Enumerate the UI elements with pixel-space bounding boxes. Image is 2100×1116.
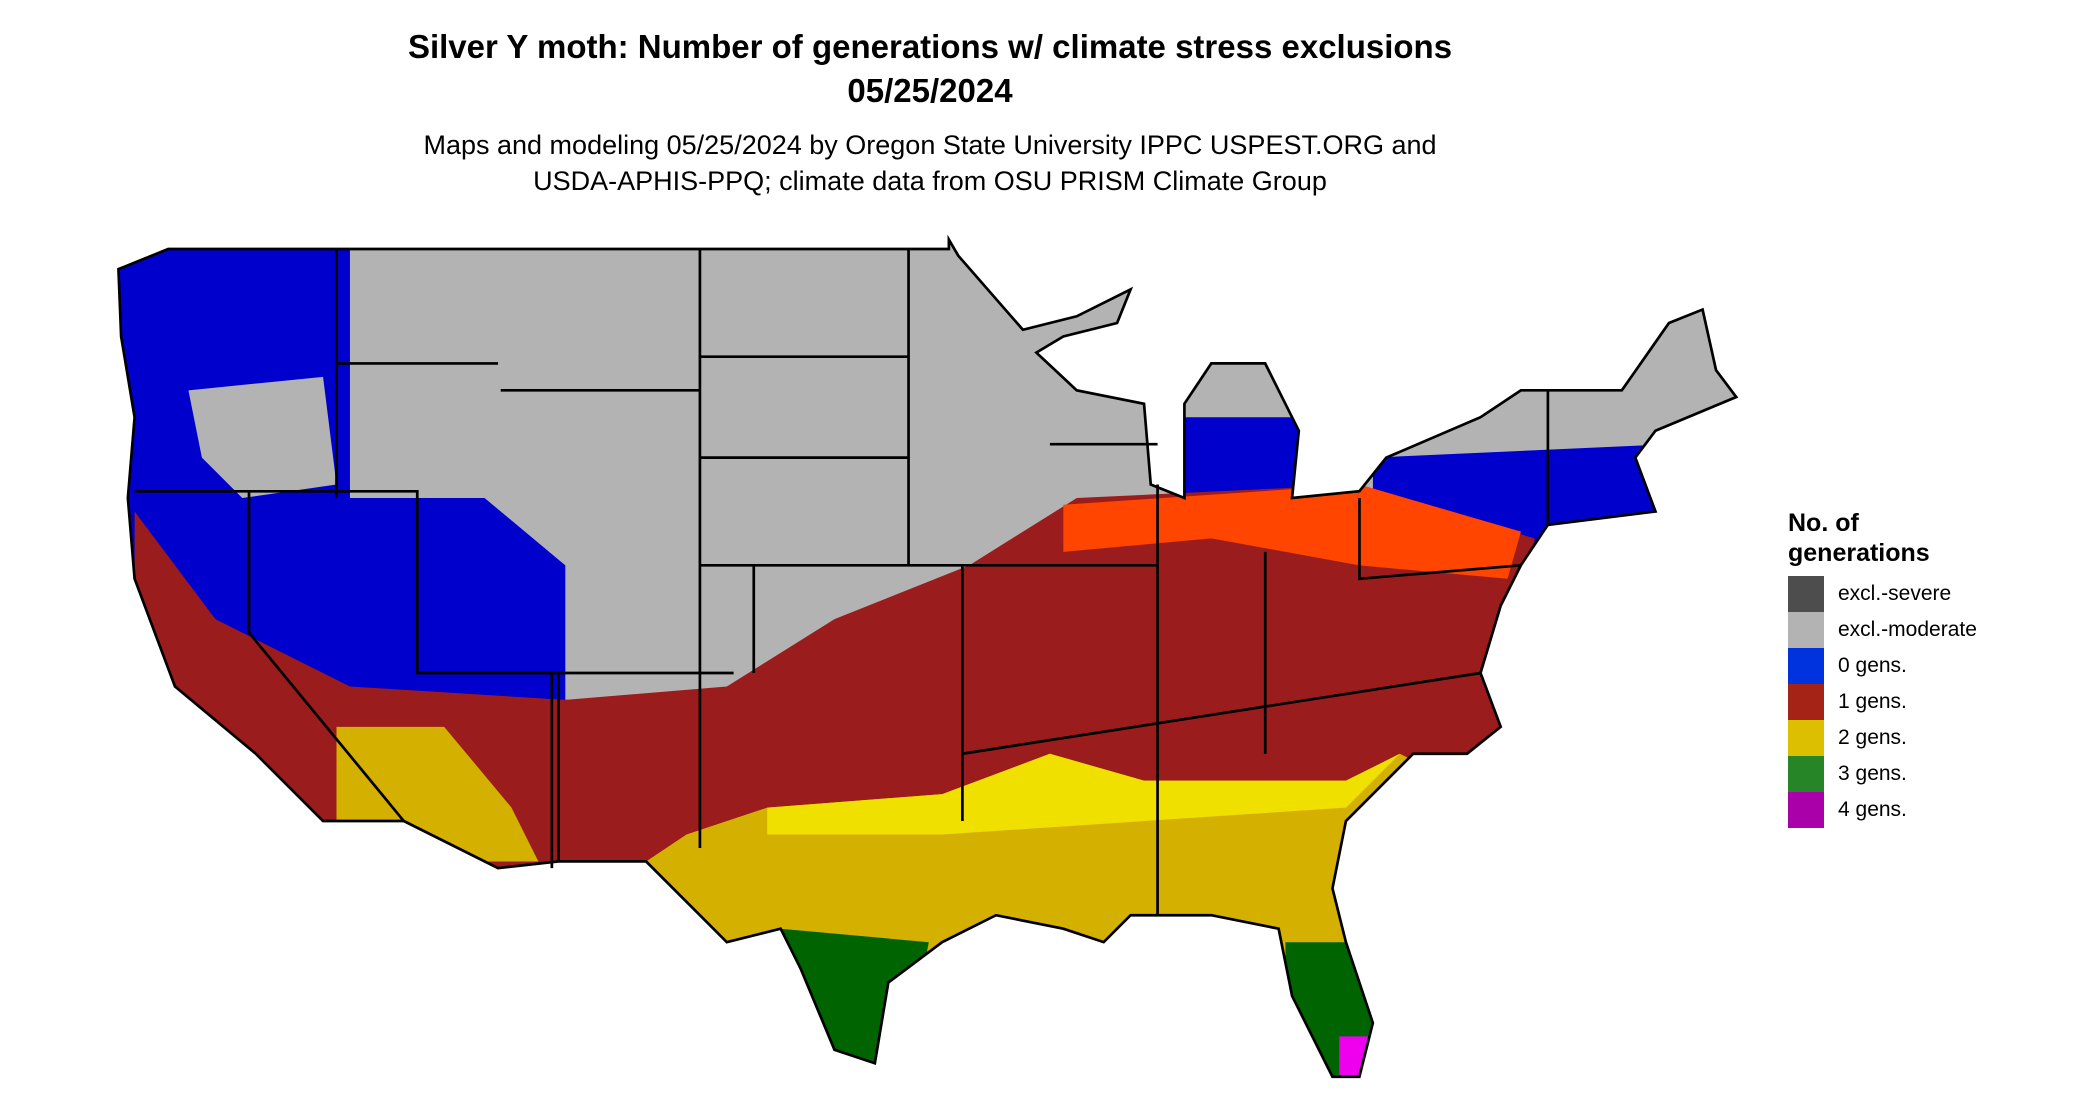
three-gens-florida [1285,942,1387,1077]
legend-swatch [1788,756,1824,792]
subtitle-line-2: USDA-APHIS-PPQ; climate data from OSU PR… [533,166,1327,196]
legend-title-line-1: No. of [1788,509,1859,537]
legend-swatch [1788,648,1824,684]
one-gen-fringe [1063,484,1521,579]
legend-swatch [1788,684,1824,720]
legend-title: No. of generations [1788,508,1977,568]
map-title: Silver Y moth: Number of generations w/ … [407,28,1453,65]
excl-moderate-west-patch [188,376,337,499]
legend-label: excl.-moderate [1838,618,1977,641]
legend-swatch [1788,612,1824,648]
legend-swatch [1788,720,1824,756]
map-date: 05/25/2024 [847,72,1013,109]
legend-label: 2 gens. [1838,726,1907,749]
two-gens-bright [767,753,1400,835]
state-borders [117,238,1738,1078]
zero-gens-michigan [1184,417,1306,499]
legend-label: excl.-severe [1838,582,1952,605]
legend-swatch [1788,792,1824,828]
legend-item: excl.-moderate [1788,612,1977,648]
legend-item: 3 gens. [1788,756,1977,792]
legend-title-line-2: generations [1788,539,1930,567]
legend-label: 3 gens. [1838,762,1907,785]
legend-item: 4 gens. [1788,792,1977,828]
legend-label: 1 gens. [1838,690,1907,713]
legend: No. of generations excl.-severe excl.-mod… [1788,508,1977,828]
subtitle-line-1: Maps and modeling 05/25/2024 by Oregon S… [423,130,1437,160]
legend-label: 0 gens. [1838,654,1907,677]
legend-label: 4 gens. [1838,798,1907,821]
legend-item: 2 gens. [1788,720,1977,756]
legend-item: 0 gens. [1788,648,1977,684]
legend-item: excl.-severe [1788,576,1977,612]
legend-item: 1 gens. [1788,684,1977,720]
legend-swatch [1788,576,1824,612]
three-gens-texas [780,928,929,1077]
